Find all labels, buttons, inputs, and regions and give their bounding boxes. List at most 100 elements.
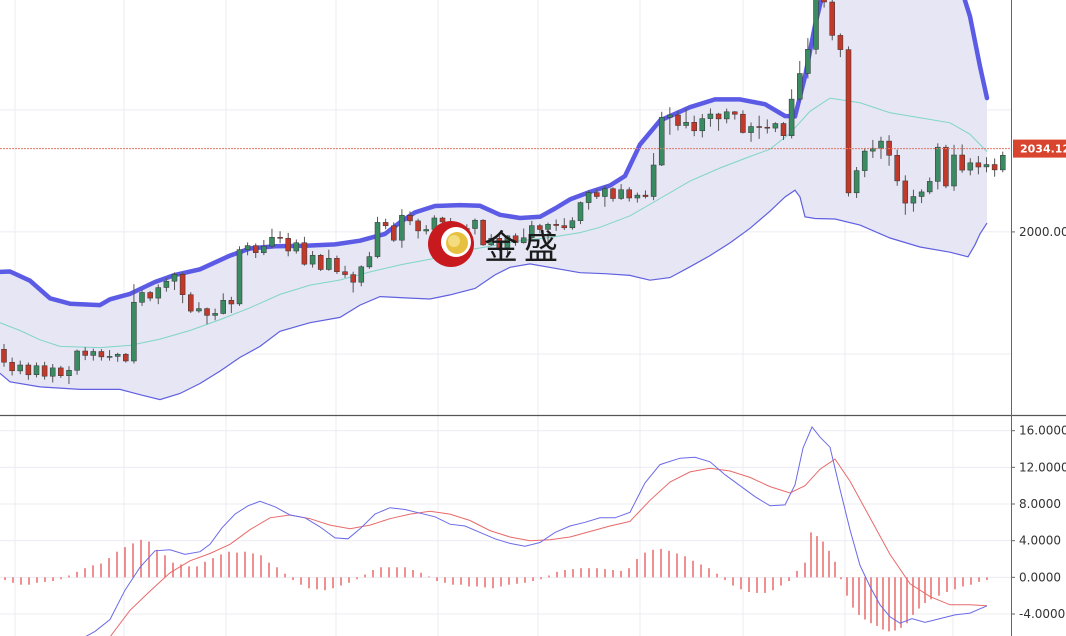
macd-line — [85, 426, 988, 636]
candle-23 — [188, 292, 194, 313]
candle-19 — [155, 284, 162, 305]
candle-62 — [504, 235, 511, 255]
candle-16 — [131, 284, 137, 364]
candle-96 — [780, 122, 787, 140]
candle-34 — [277, 231, 283, 244]
candle-14 — [114, 352, 121, 362]
candle-79 — [642, 190, 649, 199]
candle-46 — [374, 216, 381, 259]
candle-20 — [163, 278, 170, 292]
candle-83 — [675, 110, 681, 131]
candle-88 — [715, 112, 722, 131]
candle-99 — [805, 38, 811, 79]
candle-102 — [829, 0, 835, 41]
candle-106 — [861, 147, 868, 178]
logo-mark-icon — [428, 221, 474, 267]
candle-68 — [553, 219, 559, 231]
candle-74 — [602, 185, 608, 207]
candle-12 — [98, 349, 105, 361]
candle-101 — [821, 0, 827, 8]
candle-18 — [147, 291, 153, 302]
candle-42 — [342, 265, 348, 278]
candle-37 — [301, 236, 308, 266]
candle-75 — [610, 187, 616, 202]
candle-25 — [204, 307, 210, 325]
candle-116 — [943, 144, 949, 189]
candle-45 — [366, 251, 373, 269]
price-tag-value: 2034.12 — [1020, 143, 1066, 156]
bollinger-upper-band — [0, 0, 990, 308]
candle-5 — [41, 361, 48, 380]
candle-33 — [269, 228, 275, 248]
candle-22 — [179, 272, 186, 304]
candle-64 — [520, 228, 527, 244]
candle-84 — [683, 108, 689, 129]
candle-59 — [480, 219, 486, 246]
candle-47 — [382, 218, 389, 230]
candle-110 — [894, 149, 900, 186]
macd-tick-label-5: -4.0000 — [1019, 607, 1065, 621]
candle-2 — [17, 360, 23, 375]
candle-97 — [788, 89, 795, 139]
candle-58 — [472, 218, 478, 235]
candle-71 — [577, 201, 584, 225]
candle-89 — [723, 108, 730, 124]
candle-113 — [918, 189, 925, 204]
candle-86 — [699, 114, 706, 138]
candle-10 — [82, 347, 88, 361]
candle-112 — [910, 189, 917, 212]
candle-95 — [772, 122, 779, 133]
candle-92 — [748, 122, 754, 142]
macd-tick-label-4: 0.0000 — [1019, 570, 1061, 584]
candle-36 — [293, 239, 300, 254]
price-axis: 2000.00 — [1011, 225, 1066, 239]
candle-63 — [512, 233, 519, 246]
candle-104 — [845, 46, 852, 197]
candle-91 — [740, 110, 746, 134]
candle-50 — [407, 211, 413, 226]
candle-17 — [139, 289, 145, 306]
candle-6 — [49, 364, 56, 383]
candle-51 — [415, 218, 421, 239]
candle-43 — [350, 271, 356, 293]
candle-48 — [391, 222, 397, 242]
macd-tick-label-0: 16.0000 — [1019, 424, 1066, 438]
candle-117 — [951, 144, 957, 191]
candle-29 — [236, 246, 243, 306]
candle-111 — [902, 175, 909, 215]
bollinger-band-fill — [0, 0, 987, 400]
candle-44 — [358, 265, 365, 287]
candle-52 — [423, 225, 429, 235]
price-tag-background — [1013, 139, 1066, 158]
candle-21 — [171, 272, 178, 290]
candle-73 — [594, 189, 600, 199]
candle-31 — [252, 243, 259, 258]
watermark-logo: 金盛 — [426, 218, 564, 270]
candle-15 — [123, 353, 129, 363]
price-tick-label-0: 2000.00 — [1019, 225, 1066, 239]
candle-0 — [1, 344, 7, 367]
candle-100 — [813, 0, 819, 55]
candle-41 — [334, 255, 340, 274]
candle-121 — [983, 157, 990, 173]
candle-80 — [650, 153, 657, 201]
candle-120 — [975, 156, 982, 175]
candle-115 — [935, 143, 941, 190]
macd-tick-label-2: 8.0000 — [1019, 497, 1061, 511]
candle-39 — [317, 253, 324, 271]
candle-3 — [25, 362, 32, 380]
candle-9 — [74, 349, 80, 375]
candle-66 — [537, 223, 543, 234]
candle-81 — [658, 111, 665, 166]
candle-35 — [285, 232, 291, 257]
macd-histogram — [4, 532, 988, 632]
candle-85 — [691, 115, 697, 137]
macd-axis: 16.0000 12.0000 8.0000 4.0000 0.0000 -4.0000 — [1011, 424, 1066, 621]
macd-signal-line — [110, 458, 988, 636]
candle-82 — [667, 107, 673, 135]
candle-40 — [326, 249, 332, 271]
candle-28 — [228, 296, 235, 313]
candle-122 — [991, 158, 998, 177]
candle-70 — [569, 217, 576, 230]
